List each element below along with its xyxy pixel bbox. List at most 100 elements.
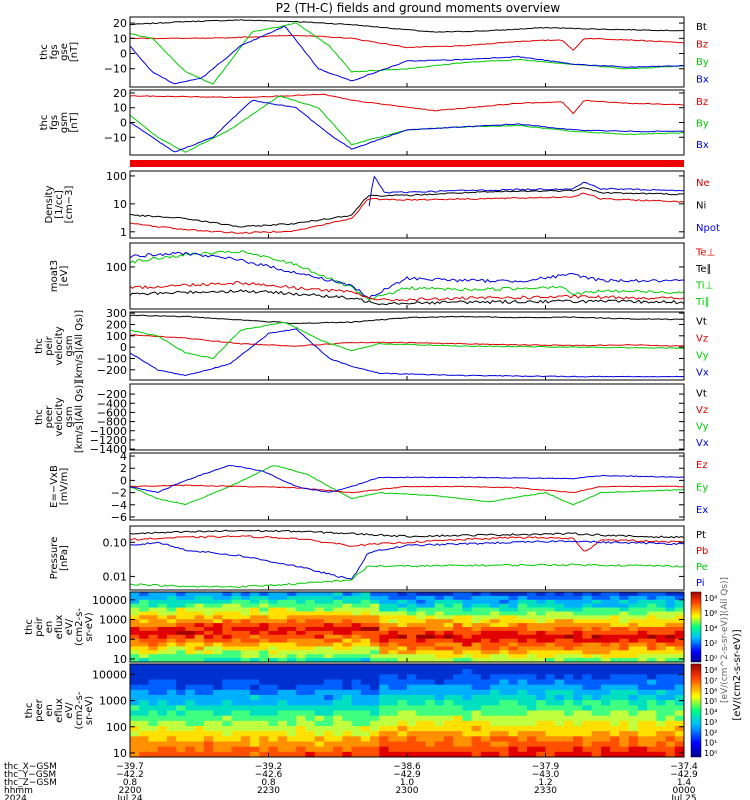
spectrogram-cell bbox=[527, 684, 537, 691]
spectrogram-cell bbox=[194, 731, 205, 737]
spectrogram-cell bbox=[370, 619, 380, 624]
spectrogram-cell bbox=[490, 679, 500, 686]
spectrogram-cell bbox=[647, 592, 657, 597]
spectrogram-cell bbox=[240, 695, 251, 701]
spectrogram-cell bbox=[286, 664, 297, 670]
spectrogram-cell bbox=[333, 751, 343, 758]
spectrogram-cell bbox=[130, 650, 140, 655]
y-axis-label: peir bbox=[44, 335, 55, 355]
y-tick-label: 0.10 bbox=[103, 536, 128, 549]
colorbar-tick-label: 10² bbox=[704, 639, 717, 648]
x-tick-value: 0000 bbox=[673, 786, 696, 796]
spectrogram-cell bbox=[139, 642, 149, 647]
spectrogram-cell bbox=[370, 603, 380, 609]
spectrogram-cell bbox=[166, 603, 177, 609]
spectrogram-cell bbox=[213, 619, 223, 624]
spectrogram-cell bbox=[499, 684, 510, 691]
spectrogram-cell bbox=[665, 720, 676, 727]
spectrogram-cell bbox=[619, 746, 630, 753]
spectrogram-cell bbox=[370, 650, 380, 655]
y-axis-label: thc bbox=[34, 409, 45, 425]
spectrogram-cell bbox=[545, 599, 556, 605]
spectrogram-cell bbox=[425, 751, 436, 758]
spectrogram-cell bbox=[323, 751, 334, 758]
spectrogram-cell bbox=[250, 615, 260, 620]
spectrogram-cell bbox=[333, 650, 343, 655]
spectrogram-cell bbox=[305, 638, 316, 644]
spectrogram-cell bbox=[665, 674, 676, 680]
spectrogram-cell bbox=[222, 679, 233, 686]
spectrogram-cell bbox=[379, 700, 390, 706]
legend-Pb: Pb bbox=[696, 546, 708, 557]
spectrogram-cell bbox=[453, 679, 463, 686]
spectrogram-cell bbox=[176, 595, 186, 601]
spectrogram-cell bbox=[416, 642, 426, 647]
spectrogram-cell bbox=[360, 630, 371, 636]
spectrogram-cell bbox=[591, 638, 602, 644]
colorbar-tick-label: 10⁶ bbox=[704, 687, 717, 696]
spectrogram-cell bbox=[600, 592, 611, 597]
spectrogram-cell bbox=[296, 603, 306, 609]
spectrogram-cell bbox=[443, 726, 454, 732]
spectrogram-cell bbox=[148, 689, 159, 696]
spectrogram-cell bbox=[600, 664, 611, 670]
spectrogram-cell bbox=[388, 595, 399, 601]
y-tick-label: 300 bbox=[106, 307, 127, 320]
spectrogram-cell bbox=[379, 595, 390, 601]
spectrogram-cell bbox=[619, 669, 630, 675]
spectrogram-cell bbox=[342, 611, 353, 616]
spectrogram-cell bbox=[157, 630, 168, 636]
spectrogram-cell bbox=[471, 603, 482, 609]
spectrogram-cell bbox=[545, 638, 556, 644]
spectrogram-cell bbox=[600, 741, 611, 748]
spectrogram-cell bbox=[296, 654, 306, 659]
spectrogram-cell bbox=[388, 646, 399, 651]
spectrogram-cell bbox=[250, 726, 260, 732]
spectrogram-cell bbox=[130, 638, 140, 644]
spectrogram-cell bbox=[656, 736, 667, 742]
spectrogram-cell bbox=[351, 715, 362, 722]
spectrogram-cell bbox=[554, 726, 565, 732]
spectrogram-cell bbox=[665, 715, 676, 722]
spectrogram-cell bbox=[471, 731, 482, 737]
spectrogram-cell bbox=[462, 603, 473, 609]
spectrogram-cell bbox=[600, 619, 611, 624]
spectrogram-cell bbox=[240, 720, 251, 727]
spectrogram-cell bbox=[231, 715, 242, 722]
spectrogram-cell bbox=[388, 715, 399, 722]
spectrogram-cell bbox=[628, 646, 639, 651]
spectrogram-cell bbox=[259, 607, 269, 612]
spectrogram-cell bbox=[250, 715, 260, 722]
y-tick-label: 1000 bbox=[99, 614, 127, 627]
spectrogram-cell bbox=[351, 751, 362, 758]
spectrogram-cell bbox=[462, 679, 473, 686]
spectrogram-cell bbox=[647, 630, 657, 636]
spectrogram-cell bbox=[407, 630, 417, 636]
spectrogram-cell bbox=[554, 679, 565, 686]
spectrogram-cell bbox=[582, 664, 593, 670]
spectrogram-cell bbox=[130, 646, 140, 651]
spectrogram-cell bbox=[351, 615, 362, 620]
spectrogram-cell bbox=[619, 607, 630, 612]
spectrogram-cell bbox=[416, 638, 426, 644]
spectrogram-cell bbox=[582, 700, 593, 706]
spectrogram-cell bbox=[665, 746, 676, 753]
spectrogram-cell bbox=[637, 669, 648, 675]
spectrogram-cell bbox=[323, 627, 334, 632]
spectrogram-cell bbox=[379, 669, 390, 675]
spectrogram-cell bbox=[379, 695, 390, 701]
spectrogram-cell bbox=[351, 695, 362, 701]
spectrogram-cell bbox=[434, 674, 445, 680]
legend-By: By bbox=[696, 57, 709, 68]
spectrogram-cell bbox=[647, 607, 657, 612]
spectrogram-cell bbox=[176, 634, 186, 640]
spectrogram-cell bbox=[619, 599, 630, 605]
spectrogram-cell bbox=[250, 654, 260, 659]
spectrogram-cell bbox=[554, 619, 565, 624]
spectrogram-cell bbox=[323, 669, 334, 675]
spectrogram-cell bbox=[351, 710, 362, 717]
spectrogram-cell bbox=[286, 615, 297, 620]
spectrogram-cell bbox=[600, 695, 611, 701]
spectrogram-cell bbox=[259, 603, 269, 609]
spectrogram-cell bbox=[527, 710, 537, 717]
